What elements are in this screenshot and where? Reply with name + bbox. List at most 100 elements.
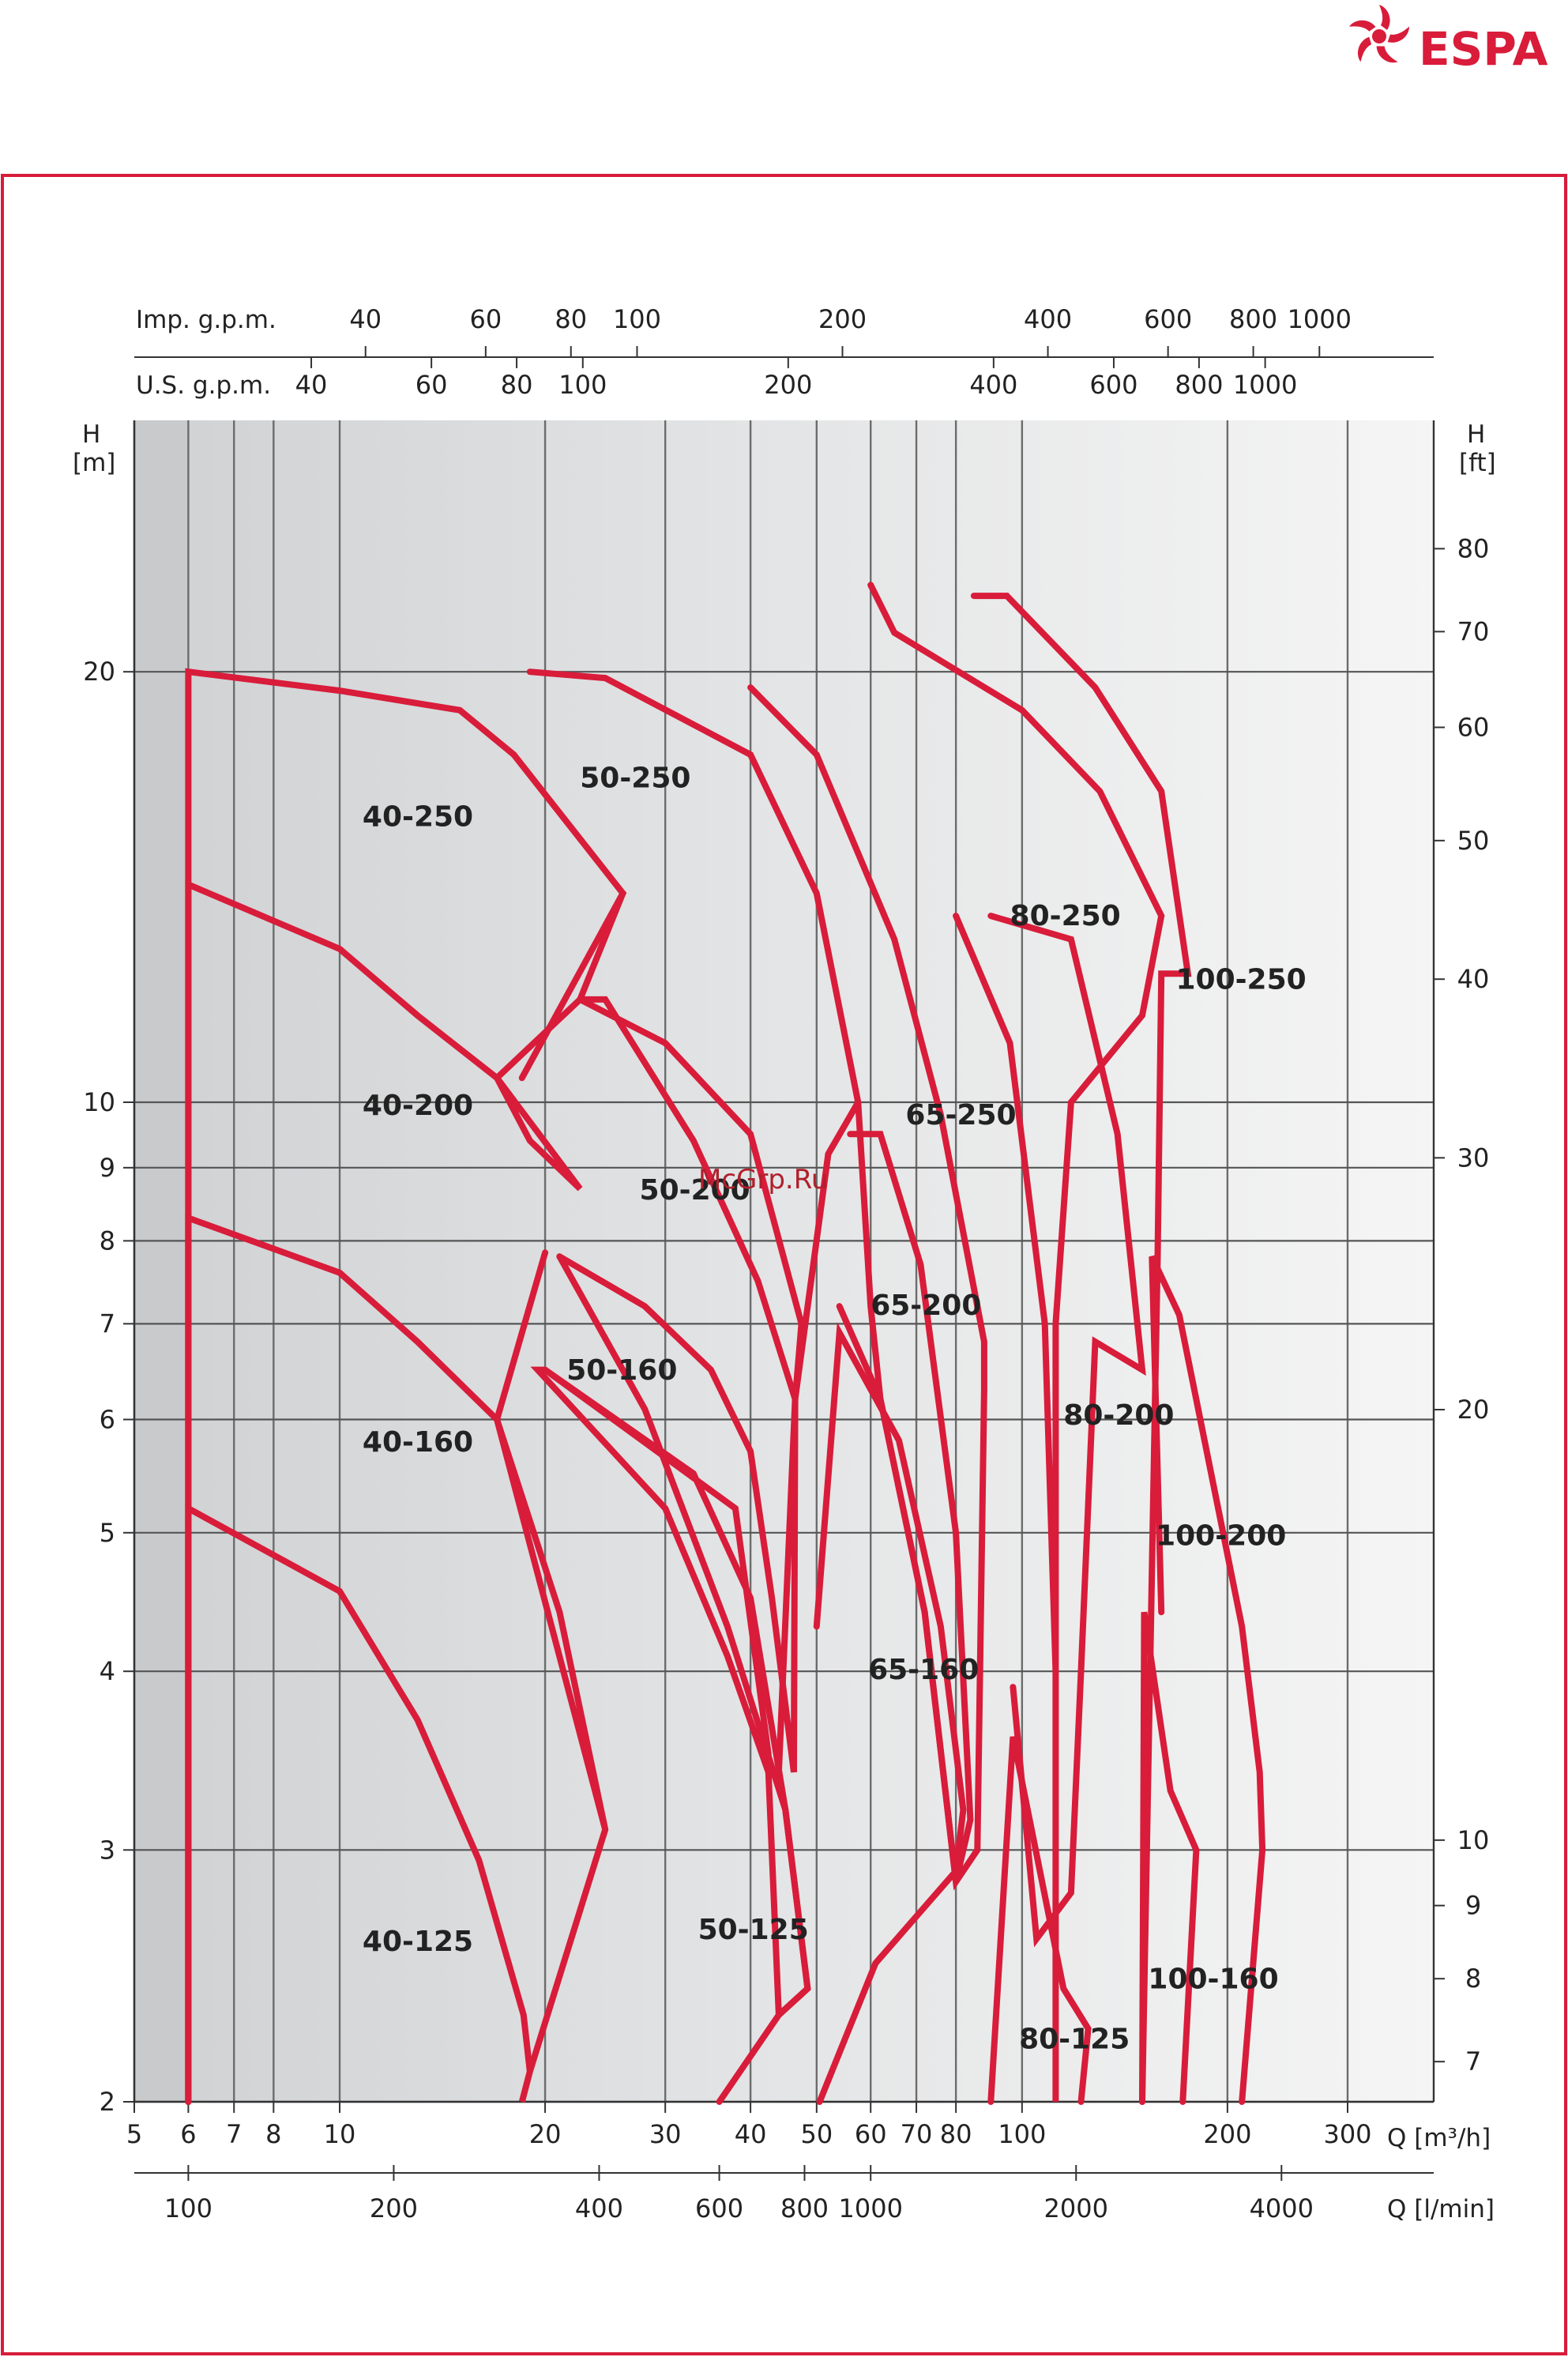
x-axis-ticks-lmin: 100 200 400 600 800 1000 2000 4000 <box>164 2165 1314 2223</box>
x-tick-label: 60 <box>855 2119 887 2149</box>
curve-label-40-250: 40-250 <box>363 800 473 833</box>
curve-40-200 <box>185 879 584 2105</box>
us-tick-label: 1000 <box>1233 370 1297 400</box>
curve-50-250 <box>526 668 862 1773</box>
x-tick-label: 8 <box>265 2119 281 2149</box>
curve-label-80-200: 80-200 <box>1063 1399 1174 1432</box>
x-tick-label: 7 <box>226 2119 242 2149</box>
ft-tick-label: 50 <box>1457 826 1490 856</box>
chart-frame <box>1 174 1567 2355</box>
x-tick-label: 5 <box>126 2119 142 2149</box>
ft-tick-label: 40 <box>1457 964 1490 994</box>
curve-label-80-250: 80-250 <box>1010 900 1121 932</box>
us-tick-label: 600 <box>1089 370 1137 400</box>
us-tick-label: 80 <box>501 370 533 400</box>
curve-80-125 <box>987 1736 1092 2105</box>
ft-tick-label: 60 <box>1457 713 1490 743</box>
imp-tick-label: 400 <box>1024 304 1072 334</box>
x-tick-label: 20 <box>529 2119 562 2149</box>
curve-label-65-250: 65-250 <box>905 1099 1016 1131</box>
us-tick-label: 100 <box>558 370 607 400</box>
imp-tick-label: 200 <box>818 304 867 334</box>
imp-gpm-ticks: 40 60 80 100 200 400 600 800 1000 <box>349 304 1352 357</box>
lmin-tick-label: 800 <box>780 2193 829 2223</box>
imp-tick-label: 80 <box>555 304 587 334</box>
ft-tick-label: 9 <box>1465 1891 1481 1921</box>
lmin-tick-label: 2000 <box>1044 2193 1108 2223</box>
imp-tick-label: 800 <box>1229 304 1277 334</box>
imp-tick-label: 40 <box>349 304 382 334</box>
curve-100-250 <box>970 593 1192 2105</box>
lmin-tick-label: 4000 <box>1250 2193 1314 2223</box>
y-tick-label: 20 <box>83 657 115 687</box>
curve-label-40-160: 40-160 <box>363 1426 473 1459</box>
x-axis-label-m3h: Q [m³/h] <box>1387 2124 1491 2152</box>
curve-40-160 <box>185 1213 609 2105</box>
h-ft-label-h: H <box>1467 420 1485 449</box>
bottom-axes: 5 6 7 8 10 20 30 40 50 60 70 80 100 200 300 Q [m³/h] 1… <box>126 2100 1495 2223</box>
ft-tick-label: 70 <box>1457 616 1490 646</box>
y-tick-label: 3 <box>100 1835 115 1865</box>
x-tick-label: 70 <box>901 2119 933 2149</box>
y-axis-ticks-ft: 7 8 9 10 20 30 40 50 60 70 80 <box>1434 533 1489 2076</box>
us-tick-label: 800 <box>1175 370 1223 400</box>
y-tick-label: 7 <box>100 1308 115 1339</box>
imp-tick-label: 60 <box>469 304 502 334</box>
us-tick-label: 40 <box>295 370 328 400</box>
x-tick-label: 30 <box>649 2119 682 2149</box>
pump-curve-labels: 40-125 40-160 40-200 40-250 50-125 50-160 50-2… <box>363 762 1307 2056</box>
us-gpm-label: U.S. g.p.m. <box>136 371 271 400</box>
x-tick-label: 100 <box>998 2119 1046 2149</box>
us-gpm-ticks: 40 60 80 100 200 400 600 800 1000 <box>295 357 1297 400</box>
curve-40-125 <box>185 1503 609 2105</box>
curve-label-50-125: 50-125 <box>698 1914 809 1946</box>
y-tick-label: 4 <box>100 1656 115 1686</box>
x-tick-label: 6 <box>180 2119 196 2149</box>
imp-tick-label: 1000 <box>1288 304 1352 334</box>
curve-label-50-160: 50-160 <box>566 1354 677 1387</box>
watermark: McGrp.Ru <box>698 1164 828 1195</box>
curve-50-160 <box>530 1253 811 2022</box>
curve-65-250 <box>747 684 987 1891</box>
brand-logo: ESPA <box>1348 5 1548 76</box>
y-tick-label: 9 <box>100 1153 115 1183</box>
h-m-label-unit: [m] <box>73 449 115 477</box>
curve-label-50-250: 50-250 <box>580 762 690 795</box>
x-tick-label: 40 <box>735 2119 767 2149</box>
h-ft-label-unit: [ft] <box>1459 449 1496 477</box>
ft-tick-label: 7 <box>1465 2046 1481 2076</box>
x-tick-label: 200 <box>1203 2119 1251 2149</box>
curve-label-100-250: 100-250 <box>1175 964 1306 996</box>
x-tick-label: 50 <box>800 2119 833 2149</box>
brand-name: ESPA <box>1419 22 1548 76</box>
y-tick-label: 10 <box>83 1087 115 1117</box>
ft-tick-label: 10 <box>1457 1825 1490 1855</box>
y-axis-ticks-m: 2 3 4 5 6 7 8 9 10 20 <box>83 420 1435 2117</box>
x-axis-label-lmin: Q [l/min] <box>1387 2195 1495 2223</box>
us-tick-label: 60 <box>416 370 448 400</box>
pump-curves <box>185 582 1266 2105</box>
curve-label-100-160: 100-160 <box>1148 1964 1278 1996</box>
lmin-tick-label: 100 <box>164 2193 212 2223</box>
x-tick-label: 80 <box>940 2119 972 2149</box>
top-axes: Imp. g.p.m. U.S. g.p.m. 40 60 80 100 200 400 6… <box>134 304 1434 400</box>
imp-tick-label: 600 <box>1144 304 1192 334</box>
left-band <box>134 420 189 2102</box>
x-axis-ticks-m3h: 5 6 7 8 10 20 30 40 50 60 70 80 100 200 300 <box>126 2100 1434 2149</box>
y-tick-label: 5 <box>100 1518 115 1548</box>
curve-label-50-200: 50-200 <box>640 1174 750 1207</box>
curve-50-200 <box>556 996 799 1773</box>
curve-80-250 <box>867 582 1165 2102</box>
imp-tick-label: 100 <box>613 304 661 334</box>
ft-tick-label: 8 <box>1465 1964 1481 1994</box>
ft-tick-label: 80 <box>1457 533 1490 563</box>
us-tick-label: 200 <box>764 370 812 400</box>
curve-65-160 <box>813 1322 967 2105</box>
x-tick-label: 10 <box>324 2119 356 2149</box>
curve-label-80-125: 80-125 <box>1019 2023 1130 2055</box>
y-tick-label: 2 <box>100 2087 115 2117</box>
lmin-tick-label: 600 <box>695 2193 743 2223</box>
curve-label-40-200: 40-200 <box>363 1090 473 1122</box>
lmin-tick-label: 1000 <box>838 2193 902 2223</box>
